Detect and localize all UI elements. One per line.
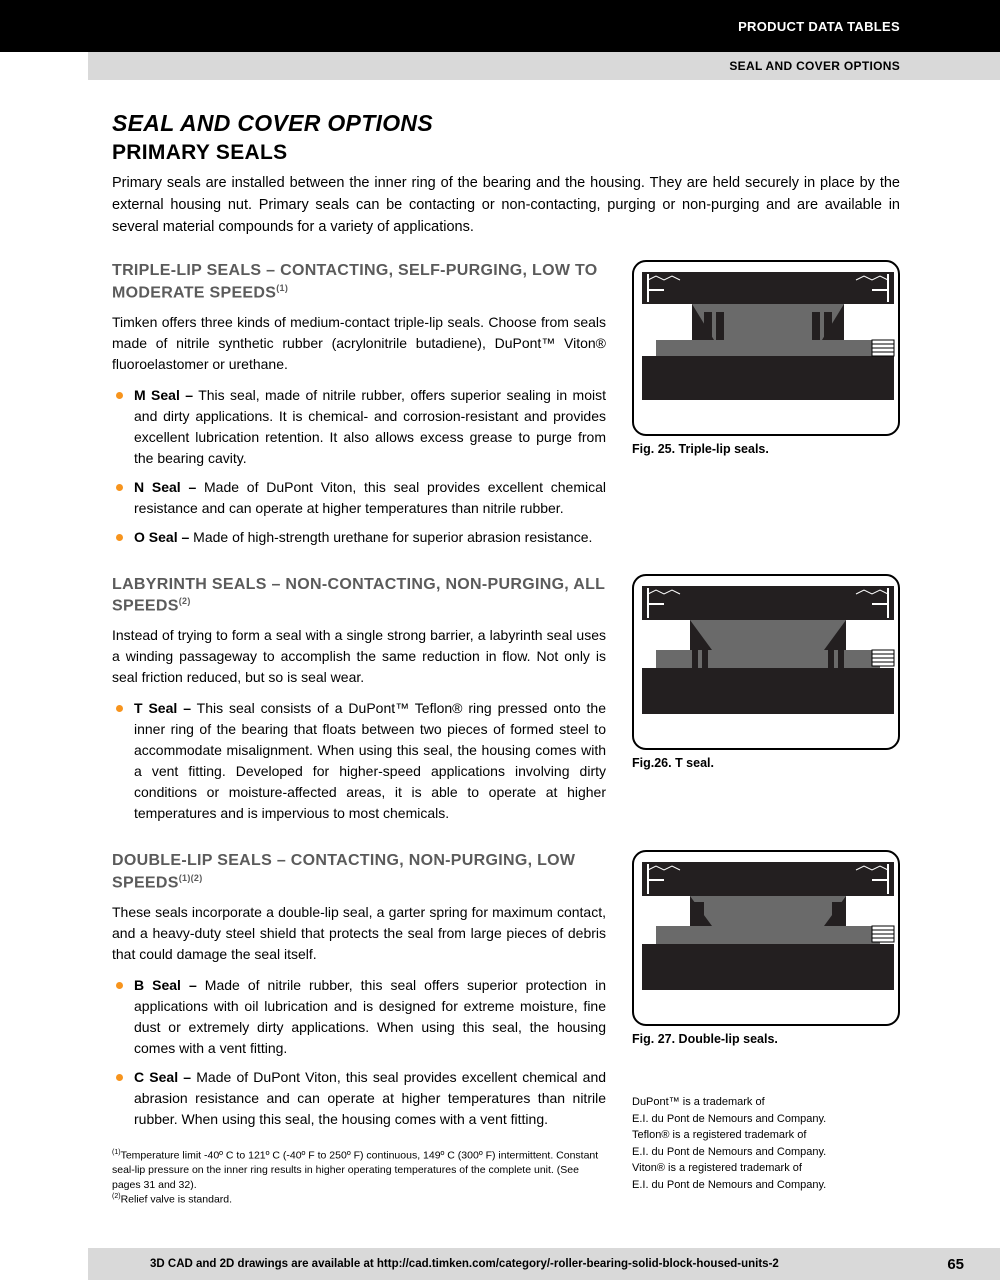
section-double-lip: DOUBLE-LIP SEALS – CONTACTING, NON-PURGI… — [112, 850, 900, 1207]
trademark-note: DuPont™ is a trademark of E.I. du Pont d… — [632, 1094, 900, 1193]
section-para: Instead of trying to form a seal with a … — [112, 625, 606, 688]
main-title: SEAL AND COVER OPTIONS — [112, 110, 900, 137]
section-triple-lip: TRIPLE-LIP SEALS – CONTACTING, SELF-PURG… — [112, 260, 900, 556]
sub-title: PRIMARY SEALS — [112, 141, 900, 165]
bullet-list: T Seal – This seal consists of a DuPont™… — [114, 698, 606, 824]
section-para: These seals incorporate a double-lip sea… — [112, 902, 606, 965]
section-right: Fig. 27. Double-lip seals. DuPont™ is a … — [632, 850, 900, 1207]
figure-caption: Fig. 27. Double-lip seals. — [632, 1032, 900, 1046]
list-item: B Seal – Made of nitrile rubber, this se… — [114, 975, 606, 1059]
footnotes: (1)Temperature limit -40º C to 121º C (-… — [112, 1148, 606, 1208]
list-item: M Seal – This seal, made of nitrile rubb… — [114, 385, 606, 469]
header-subcategory: SEAL AND COVER OPTIONS — [729, 59, 900, 73]
section-labyrinth: LABYRINTH SEALS – NON-CONTACTING, NON-PU… — [112, 574, 900, 833]
list-item: C Seal – Made of DuPont Viton, this seal… — [114, 1067, 606, 1130]
figure-double-lip — [632, 850, 900, 1026]
page-content: SEAL AND COVER OPTIONS PRIMARY SEALS Pri… — [0, 80, 1000, 1208]
figure-caption: Fig. 25. Triple-lip seals. — [632, 442, 900, 456]
header-gray-band: SEAL AND COVER OPTIONS — [88, 52, 1000, 80]
figure-t-seal — [632, 574, 900, 750]
figure-triple-lip — [632, 260, 900, 436]
footer-bar: 3D CAD and 2D drawings are available at … — [88, 1248, 1000, 1280]
section-left: LABYRINTH SEALS – NON-CONTACTING, NON-PU… — [112, 574, 606, 833]
section-left: DOUBLE-LIP SEALS – CONTACTING, NON-PURGI… — [112, 850, 606, 1207]
section-heading: DOUBLE-LIP SEALS – CONTACTING, NON-PURGI… — [112, 850, 606, 894]
section-para: Timken offers three kinds of medium-cont… — [112, 312, 606, 375]
bullet-list: M Seal – This seal, made of nitrile rubb… — [114, 385, 606, 548]
header-category: PRODUCT DATA TABLES — [738, 19, 900, 34]
section-left: TRIPLE-LIP SEALS – CONTACTING, SELF-PURG… — [112, 260, 606, 556]
bullet-list: B Seal – Made of nitrile rubber, this se… — [114, 975, 606, 1130]
figure-caption: Fig.26. T seal. — [632, 756, 900, 770]
list-item: O Seal – Made of high-strength urethane … — [114, 527, 606, 548]
section-right: Fig.26. T seal. — [632, 574, 900, 833]
footer-text: 3D CAD and 2D drawings are available at … — [150, 1258, 779, 1270]
section-heading: LABYRINTH SEALS – NON-CONTACTING, NON-PU… — [112, 574, 606, 618]
intro-paragraph: Primary seals are installed between the … — [112, 173, 900, 238]
section-right: Fig. 25. Triple-lip seals. — [632, 260, 900, 556]
list-item: N Seal – Made of DuPont Viton, this seal… — [114, 477, 606, 519]
page-number: 65 — [947, 1256, 964, 1273]
list-item: T Seal – This seal consists of a DuPont™… — [114, 698, 606, 824]
section-heading: TRIPLE-LIP SEALS – CONTACTING, SELF-PURG… — [112, 260, 606, 304]
header-black-band: PRODUCT DATA TABLES — [0, 0, 1000, 52]
